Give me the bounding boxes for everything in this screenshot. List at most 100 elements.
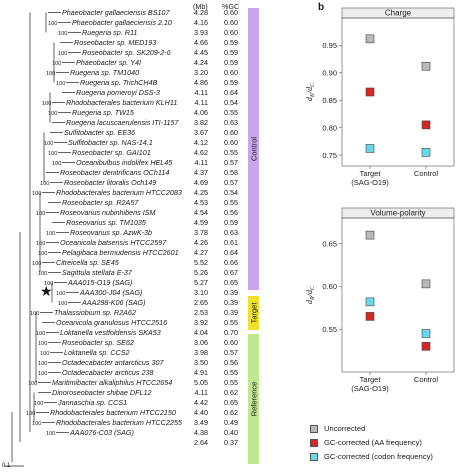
gc-value: 0.60 [224,28,238,37]
bootstrap-value: 100 [36,211,46,217]
genome-size-value: 4.40 [194,408,208,417]
genome-size-value: 5.05 [194,378,208,387]
genome-size-value: 4.11 [194,158,208,167]
genome-size-value: 4.54 [194,208,208,217]
scale-bar-label: 0.1 [2,463,11,469]
bootstrap-value: 100 [26,411,36,417]
gc-value: 0.60 [224,128,238,137]
genome-size-value: 3.82 [194,118,208,127]
gc-value: 0.58 [224,168,238,177]
genome-size-value: 4.69 [194,178,208,187]
taxon-label: Phaeobacter gallaeciensis BS107 [62,8,170,17]
genome-size-value: 4.24 [194,58,208,67]
bootstrap-value: 100 [34,401,44,407]
genome-size-value: 4.53 [194,198,208,207]
taxon-label: Ruegeria sp. TrichCH4B [80,78,158,87]
genome-size-value: 3.67 [194,128,208,137]
genome-size-value: 4.45 [194,48,208,57]
taxon-label: Oceanicola batsensis HTCC2597 [60,238,167,247]
bootstrap-value: 100 [36,241,46,247]
bootstrap-value: 100 [46,71,56,77]
legend-swatch-uncorrected [310,425,318,433]
y-tick-label: 0.55 [322,325,337,334]
taxon-label: Phaeobacter sp. Y4I [76,58,141,67]
genome-size-value: 4.28 [194,8,208,17]
group-bar-target: Target [248,296,259,330]
taxon-label: Octadecabacter arcticus 238 [62,368,154,377]
bootstrap-value: 100 [42,101,52,107]
genome-size-value: 3.06 [194,338,208,347]
star-icon: ★ [40,284,53,300]
gc-value: 0.40 [224,428,238,437]
x-tick-label: Control [414,169,439,178]
taxon-label: Ruegeria lacuscaerulensis ITI-1157 [66,118,179,127]
genome-size-value: 4.12 [194,138,208,147]
taxon-label: Octadecabacter antarcticus 307 [62,358,164,367]
bootstrap-value: 100 [38,361,48,367]
gc-value: 0.64 [224,248,238,257]
data-point [365,87,375,97]
y-tick-label: 0.80 [322,123,337,132]
genome-size-value: 2.65 [194,298,208,307]
gc-value: 0.62 [224,388,238,397]
bootstrap-value: 100 [38,341,48,347]
tree-branches: ★ [4,12,81,467]
x-tick-label: (SAG-O19) [351,384,389,393]
bootstrap-value: 100 [52,61,62,67]
data-point [421,329,431,338]
gc-value: 0.60 [224,68,238,77]
taxon-label: Roseobacter denitrificans OCh114 [60,168,170,177]
taxon-label: Oceanibulbus indolifex HEL45 [76,158,173,167]
genome-size-value: 3.92 [194,318,208,327]
bootstrap-value: 100 [28,381,38,387]
taxon-label: Roseobacter sp. SE62 [62,338,134,347]
gc-value: 0.57 [224,348,238,357]
taxon-label: Roseobacter litoralis Och149 [64,178,157,187]
taxon-label: Ruegeria sp. R11 [82,28,138,37]
y-axis-label: dR/dC [305,285,316,304]
genome-size-value: 5.26 [194,268,208,277]
genome-size-value: 4.26 [194,238,208,247]
bootstrap-value: 100 [32,191,42,197]
taxon-label: Roseovarius sp. TM1035 [66,218,146,227]
group-bar-reference: Reference [248,334,259,464]
genome-size-value: 3.93 [194,28,208,37]
taxon-label: Ruegeria sp. TM1040 [70,68,140,77]
plot-title: Charge [385,9,412,18]
genome-size-value: 4.38 [194,428,208,437]
genome-size-value: 4.27 [194,248,208,257]
gc-value: 0.63 [224,118,238,127]
taxon-label: Sulfitobacter sp. EE36 [64,128,136,137]
genome-size-value: 4.11 [194,388,208,397]
bootstrap-value: 100 [32,421,42,427]
genome-size-value: 4.62 [194,148,208,157]
genome-size-value: 4.91 [194,368,208,377]
legend-swatch-aa [310,439,318,447]
y-tick-label: 0.90 [322,69,337,78]
bootstrap-value: 100 [58,301,68,307]
data-point [365,312,375,321]
taxon-label: Roseobacter sp. R2A57 [62,198,139,207]
taxon-label: Sulfitobacter sp. NAS-14.1 [68,138,153,147]
bootstrap-value: 100 [58,51,68,57]
taxon-label: AAA298-K06 (SAG) [82,298,146,307]
gc-value: 0.61 [224,238,238,247]
legend-swatch-codon [310,453,318,461]
data-point [421,61,431,71]
gc-value: 0.59 [224,38,238,47]
bootstrap-value: 100 [36,331,46,337]
taxon-label: Jannaschia sp. CCS1 [58,398,128,407]
bootstrap-value: 100 [52,161,62,167]
gc-value: 0.56 [224,358,238,367]
genome-size-value: 4.59 [194,218,208,227]
taxon-label: Roseobacter sp. GAI101 [72,148,151,157]
group-label: Reference [249,381,258,417]
bootstrap-value: 100 [32,261,42,267]
gc-value: 0.60 [224,338,238,347]
plot-frame [341,217,455,373]
taxon-label: Rhodobacterales bacterium HTCC2083 [56,188,182,197]
legend-label-codon: GC-corrected (codon frequency) [324,452,433,461]
gc-value: 0.55 [224,198,238,207]
gc-value: 0.49 [224,418,238,427]
y-axis-label: dK/dC [305,82,316,101]
